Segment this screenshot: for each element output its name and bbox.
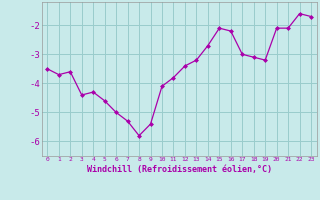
X-axis label: Windchill (Refroidissement éolien,°C): Windchill (Refroidissement éolien,°C) [87,165,272,174]
